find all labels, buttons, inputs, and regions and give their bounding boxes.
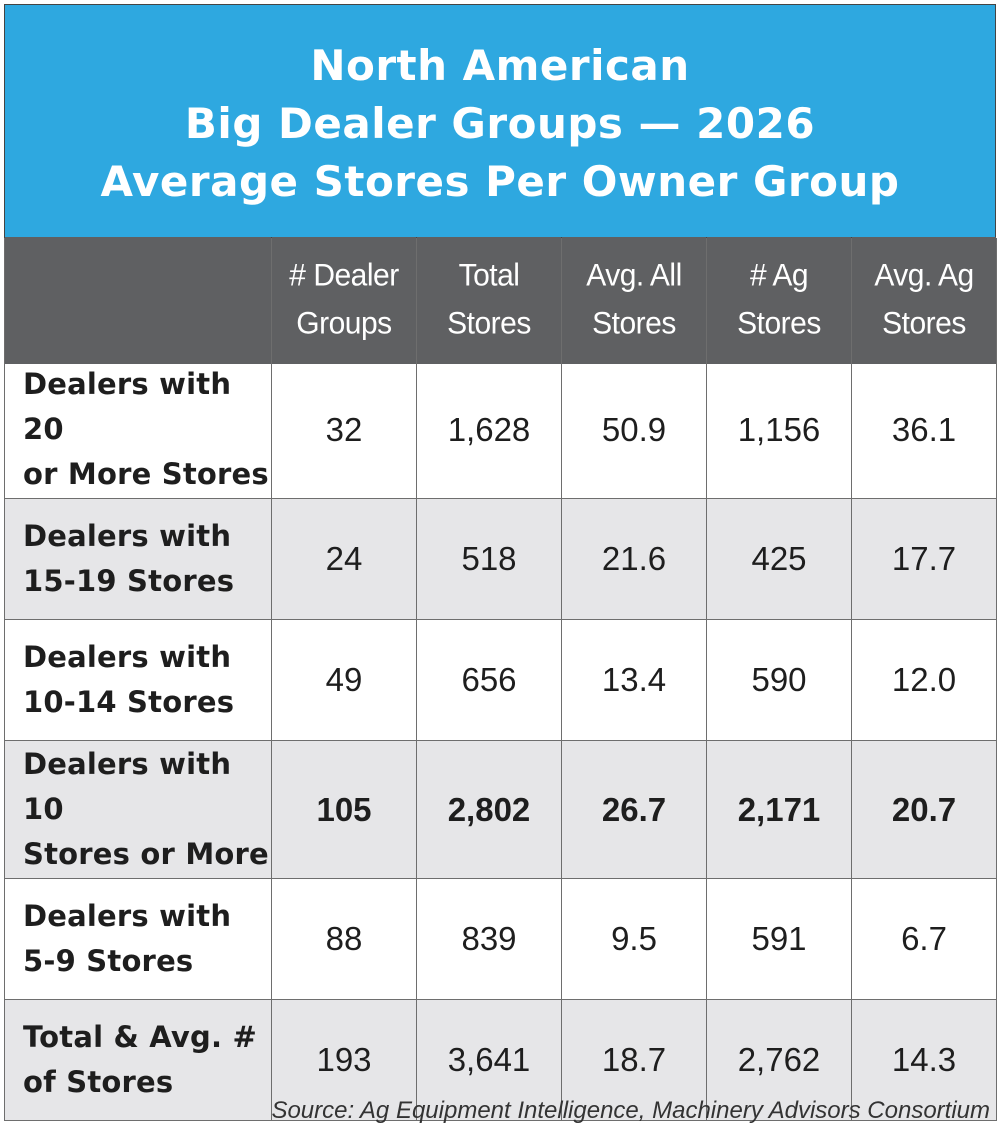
header-line: Avg. Ag [874, 257, 974, 293]
table-row: Dealers with 15-19 Stores 24 518 21.6 425 17.7 [4, 498, 997, 620]
row-label-cell: Dealers with 10 Stores or More [4, 740, 272, 879]
row-label-cell: Dealers with 5-9 Stores [4, 878, 272, 1000]
value-cell: 36.1 [851, 360, 997, 499]
header-avg-all-stores: Avg. All Stores [561, 234, 707, 365]
value-cell: 591 [706, 878, 852, 1000]
row-label-cell: Total & Avg. # of Stores [4, 999, 272, 1121]
title-band: North American Big Dealer Groups — 2026 … [4, 4, 996, 238]
value-cell: 6.7 [851, 878, 997, 1000]
header-row: # Dealer Groups Total Stores Avg. All St… [4, 234, 997, 365]
value-cell: 24 [271, 498, 417, 620]
value-cell: 518 [416, 498, 562, 620]
header-line: Stores [592, 305, 676, 341]
value-cell: 17.7 [851, 498, 997, 620]
table-row: Total & Avg. # of Stores 193 3,641 18.7 2,762… [4, 999, 997, 1121]
value-cell: 88 [271, 878, 417, 1000]
row-label-line: 10-14 Stores [23, 685, 235, 719]
header-line: Groups [296, 305, 392, 341]
title-line-3: Average Stores Per Owner Group [100, 157, 900, 206]
header-line: Stores [737, 305, 821, 341]
header-avg-ag-stores: Avg. Ag Stores [851, 234, 997, 365]
table-row: Dealers with 5-9 Stores 88 839 9.5 591 6.7 [4, 878, 997, 1000]
header-line: # Dealer [289, 257, 399, 293]
value-cell: 21.6 [561, 498, 707, 620]
row-label-line: 15-19 Stores [23, 564, 235, 598]
table-row: Dealers with 10 Stores or More 105 2,802 26.… [4, 740, 997, 879]
source-note: Source: Ag Equipment Intelligence, Machi… [271, 1097, 990, 1124]
header-line: Stores [447, 305, 531, 341]
row-label-line: Stores or More [23, 837, 269, 871]
row-label-cell: Dealers with 10-14 Stores [4, 619, 272, 741]
table-body: Dealers with 20 or More Stores 32 1,628 50.9… [4, 360, 997, 1121]
title-line-2: Big Dealer Groups — 2026 [184, 99, 816, 148]
value-cell: 13.4 [561, 619, 707, 741]
value-cell: 49 [271, 619, 417, 741]
data-table: # Dealer Groups Total Stores Avg. All St… [4, 234, 997, 1121]
header-line: # Ag [749, 257, 809, 293]
value-cell: 1,156 [706, 360, 852, 499]
row-label-line: Dealers with 20 [23, 367, 232, 446]
value-cell: 12.0 [851, 619, 997, 741]
value-cell: 3,641 [416, 999, 562, 1121]
header-ag-stores: # Ag Stores [706, 234, 852, 365]
row-label-line: 5-9 Stores [23, 944, 194, 978]
row-label-line: Total & Avg. # [23, 1020, 257, 1054]
header-corner-cell [4, 234, 272, 365]
title-line-1: North American [310, 41, 690, 90]
value-cell: 18.7 [561, 999, 707, 1121]
value-cell: 2,762 [706, 999, 852, 1121]
value-cell: 425 [706, 498, 852, 620]
row-label-line: Dealers with 10 [23, 747, 232, 826]
table-row: Dealers with 10-14 Stores 49 656 13.4 590 12.0 [4, 619, 997, 741]
value-cell: 32 [271, 360, 417, 499]
value-cell: 50.9 [561, 360, 707, 499]
row-label-line: Dealers with [23, 899, 232, 933]
value-cell: 1,628 [416, 360, 562, 499]
value-cell: 14.3 [851, 999, 997, 1121]
value-cell: 2,802 [416, 740, 562, 879]
header-line: Avg. All [586, 257, 682, 293]
row-label-line: Dealers with [23, 640, 232, 674]
table-figure: North American Big Dealer Groups — 2026 … [4, 4, 997, 1124]
value-cell: 20.7 [851, 740, 997, 879]
table-row: Dealers with 20 or More Stores 32 1,628 50.9… [4, 360, 997, 499]
header-total-stores: Total Stores [416, 234, 562, 365]
value-cell: 590 [706, 619, 852, 741]
header-dealer-groups: # Dealer Groups [271, 234, 417, 365]
value-cell: 2,171 [706, 740, 852, 879]
row-label-cell: Dealers with 20 or More Stores [4, 360, 272, 499]
row-label-line: Dealers with [23, 519, 232, 553]
value-cell: 105 [271, 740, 417, 879]
value-cell: 9.5 [561, 878, 707, 1000]
value-cell: 26.7 [561, 740, 707, 879]
row-label-line: or More Stores [23, 457, 269, 491]
header-line: Stores [882, 305, 966, 341]
header-line: Total [458, 257, 520, 293]
row-label-cell: Dealers with 15-19 Stores [4, 498, 272, 620]
row-label-line: of Stores [23, 1065, 174, 1099]
value-cell: 656 [416, 619, 562, 741]
value-cell: 839 [416, 878, 562, 1000]
value-cell: 193 [271, 999, 417, 1121]
